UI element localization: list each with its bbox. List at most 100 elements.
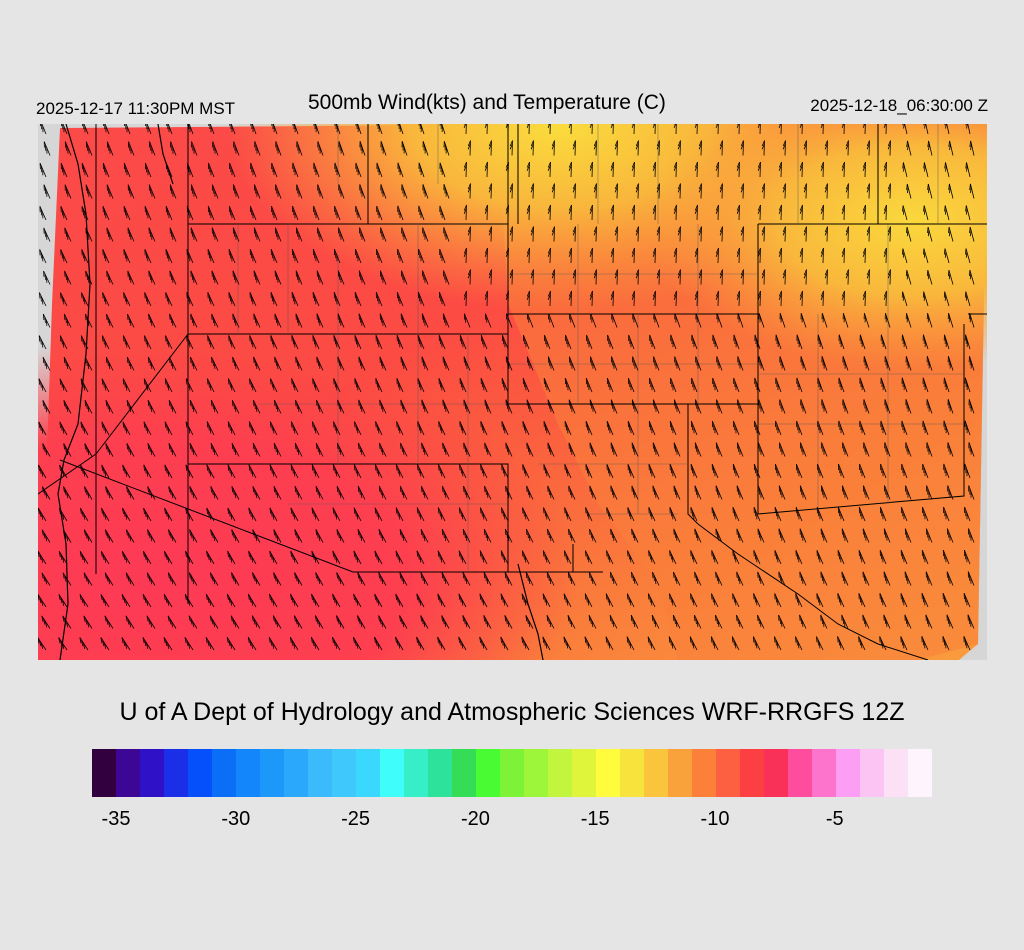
wind-barb bbox=[311, 507, 320, 522]
wind-barb bbox=[374, 636, 383, 651]
wind-barb bbox=[418, 291, 425, 307]
wind-barb bbox=[922, 291, 929, 307]
wind-barb bbox=[901, 377, 908, 393]
wind-barb bbox=[358, 356, 366, 371]
wind-barb bbox=[441, 615, 450, 629]
wind-barb bbox=[165, 206, 173, 221]
wind-barb bbox=[694, 614, 702, 629]
wind-barb bbox=[883, 290, 887, 307]
wind-barb bbox=[107, 141, 114, 156]
wind-barb bbox=[102, 162, 110, 178]
wind-barb bbox=[691, 377, 698, 393]
wind-barb bbox=[380, 227, 387, 242]
wind-barb bbox=[501, 421, 509, 436]
wind-barb bbox=[969, 226, 975, 242]
colorbar-swatch bbox=[212, 749, 237, 797]
wind-barb bbox=[437, 593, 446, 608]
wind-barb bbox=[820, 247, 824, 264]
wind-barb bbox=[79, 594, 89, 608]
wind-barb bbox=[677, 269, 681, 285]
colorbar-swatch bbox=[92, 749, 117, 797]
wind-barb bbox=[799, 161, 803, 178]
wind-barb bbox=[374, 550, 383, 565]
wind-barb bbox=[753, 550, 761, 565]
wind-barb bbox=[544, 334, 551, 350]
wind-barb bbox=[210, 529, 219, 543]
wind-barb bbox=[205, 593, 215, 608]
wind-barb bbox=[606, 507, 614, 522]
wind-barb bbox=[905, 399, 912, 414]
wind-barb bbox=[146, 615, 156, 629]
wind-barb bbox=[105, 529, 114, 543]
wind-barb bbox=[59, 335, 68, 350]
wind-barb bbox=[902, 248, 908, 264]
wind-barb bbox=[523, 334, 530, 350]
wind-barb bbox=[311, 550, 320, 565]
wind-barb bbox=[774, 550, 782, 565]
wind-barb bbox=[923, 124, 929, 135]
wind-barb bbox=[584, 636, 593, 651]
wind-barb bbox=[42, 400, 51, 414]
wind-barb bbox=[862, 204, 866, 221]
wind-barb bbox=[248, 464, 257, 479]
wind-barb bbox=[269, 464, 278, 479]
wind-barb bbox=[782, 183, 786, 199]
wind-barb bbox=[169, 356, 177, 371]
wind-barb bbox=[817, 420, 824, 436]
wind-barb bbox=[100, 594, 110, 608]
wind-barb bbox=[691, 334, 698, 350]
wind-barb bbox=[126, 486, 135, 500]
wind-barb bbox=[232, 227, 240, 242]
wind-barb bbox=[922, 463, 929, 479]
wind-barb bbox=[737, 442, 744, 457]
wind-barb bbox=[269, 550, 278, 565]
wind-barb bbox=[467, 226, 471, 242]
wind-barb bbox=[39, 249, 47, 264]
wind-barb bbox=[379, 313, 387, 328]
colorbar-swatch bbox=[164, 749, 189, 797]
wind-barb bbox=[883, 247, 887, 264]
wind-barb bbox=[399, 615, 408, 629]
wind-barb bbox=[102, 206, 110, 221]
wind-barb bbox=[252, 442, 261, 457]
wind-barb bbox=[501, 507, 509, 522]
wind-barb bbox=[103, 124, 110, 135]
wind-barb bbox=[880, 420, 887, 436]
colorbar-swatch bbox=[908, 749, 932, 797]
wind-barb bbox=[736, 571, 744, 586]
wind-barb bbox=[165, 292, 173, 307]
wind-barb bbox=[694, 124, 698, 135]
wind-barb bbox=[837, 636, 845, 651]
wind-barb bbox=[606, 550, 614, 565]
wind-barb bbox=[694, 571, 702, 586]
wind-barb bbox=[484, 290, 488, 307]
wind-barb bbox=[883, 124, 887, 135]
wind-barb bbox=[505, 247, 509, 264]
wind-barb bbox=[205, 637, 215, 651]
wind-barb bbox=[145, 162, 152, 178]
wind-barb bbox=[969, 140, 975, 156]
wind-barb bbox=[148, 184, 156, 199]
wind-barb bbox=[145, 124, 152, 135]
wind-barb bbox=[905, 269, 912, 285]
colorbar-swatch bbox=[548, 749, 573, 797]
wind-barb bbox=[866, 269, 870, 285]
wind-barb bbox=[401, 184, 408, 199]
wind-barb bbox=[673, 485, 681, 500]
wind-barb bbox=[820, 571, 828, 586]
wind-barb bbox=[948, 226, 954, 242]
wind-barb bbox=[355, 124, 362, 135]
wind-barb bbox=[149, 141, 156, 156]
wind-barb bbox=[883, 614, 891, 629]
wind-barb bbox=[593, 140, 597, 156]
wind-barb bbox=[421, 356, 429, 371]
wind-barb bbox=[841, 290, 845, 307]
wind-barb bbox=[942, 549, 950, 565]
wind-barb bbox=[863, 485, 870, 500]
colorbar-tick-label: -30 bbox=[221, 808, 251, 830]
wind-barb bbox=[778, 571, 786, 586]
wind-barb bbox=[821, 356, 828, 371]
wind-barb bbox=[189, 443, 198, 457]
wind-barb bbox=[694, 247, 698, 264]
wind-barb bbox=[568, 485, 576, 500]
